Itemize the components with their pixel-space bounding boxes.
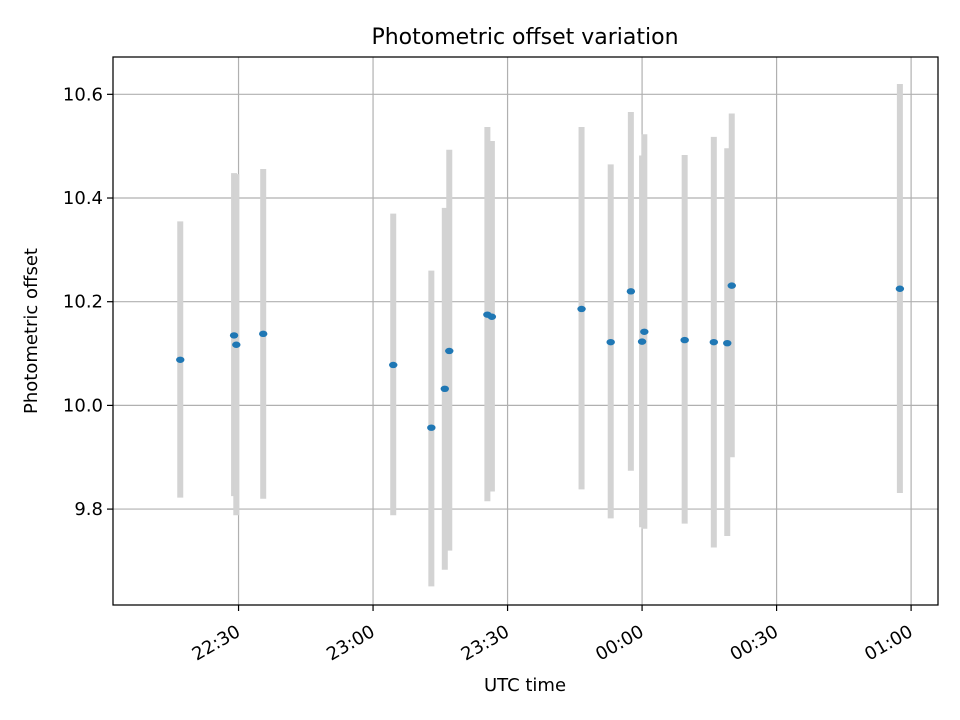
data-points <box>176 282 905 431</box>
data-point <box>176 356 185 363</box>
data-point <box>727 282 736 289</box>
data-point <box>637 338 647 345</box>
data-point <box>640 328 649 335</box>
y-axis-ticks: 9.8 10.0 10.2 10.4 10.6 <box>63 84 113 520</box>
y-tick-label: 10.6 <box>63 84 103 105</box>
data-point <box>440 385 449 393</box>
x-axis-label: UTC time <box>484 675 566 696</box>
data-point <box>232 341 241 348</box>
data-point <box>229 332 239 339</box>
data-point <box>606 338 615 346</box>
y-tick-label: 10.4 <box>63 188 103 209</box>
plot-frame <box>112 56 939 606</box>
data-point <box>445 347 454 355</box>
y-tick-label: 9.8 <box>74 499 103 520</box>
y-axis-label: Photometric offset <box>21 248 42 414</box>
chart-title: Photometric offset variation <box>371 25 678 50</box>
data-point <box>709 338 719 346</box>
y-tick-label: 10.0 <box>63 395 103 416</box>
data-point <box>427 424 436 431</box>
data-point <box>680 336 689 344</box>
grid <box>113 57 938 605</box>
data-point <box>389 361 398 369</box>
data-point <box>259 330 268 338</box>
y-tick-label: 10.2 <box>63 292 103 313</box>
data-point <box>723 339 732 347</box>
data-point <box>487 313 497 320</box>
data-point <box>626 288 636 295</box>
data-point <box>895 285 905 292</box>
data-point <box>577 305 586 313</box>
